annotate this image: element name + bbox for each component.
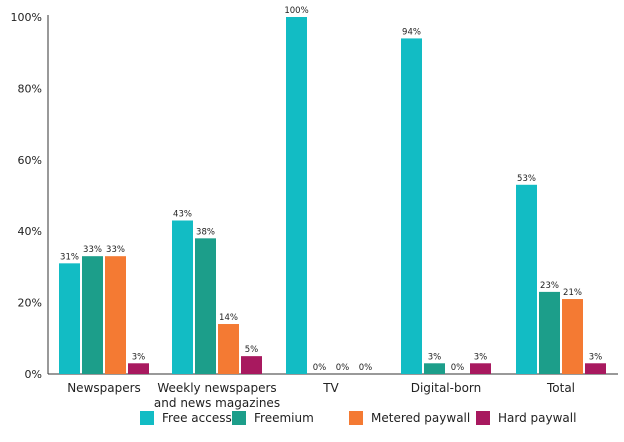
data-label: 3%: [428, 352, 442, 362]
bar-freemium: [539, 291, 560, 374]
data-label: 0%: [359, 363, 373, 373]
bar-freemium: [82, 256, 103, 374]
data-label: 100%: [284, 6, 308, 16]
y-tick-label: 40%: [18, 225, 42, 238]
bar-metered-paywall: [218, 324, 239, 374]
legend-label: Free access: [162, 411, 232, 425]
data-label: 5%: [245, 345, 259, 355]
x-category-label: TV: [322, 381, 339, 395]
bar-hard-paywall: [585, 363, 606, 374]
bar-free-access: [401, 38, 422, 375]
y-tick-label: 20%: [18, 297, 42, 310]
y-tick-label: 60%: [18, 154, 42, 167]
legend-swatch: [349, 411, 363, 425]
x-category-label: Newspapers: [67, 381, 141, 395]
data-label: 3%: [474, 352, 488, 362]
bar-free-access: [286, 17, 307, 374]
bar-metered-paywall: [105, 256, 126, 374]
data-label: 0%: [451, 363, 465, 373]
data-label: 38%: [196, 227, 215, 237]
legend-label: Hard paywall: [498, 411, 576, 425]
data-label: 31%: [60, 252, 79, 262]
legend-swatch: [140, 411, 154, 425]
data-label: 33%: [83, 245, 102, 255]
y-tick-label: 0%: [25, 368, 42, 381]
bar-freemium: [424, 363, 445, 374]
data-label: 0%: [336, 363, 350, 373]
legend-swatch: [232, 411, 246, 425]
y-tick-label: 100%: [11, 11, 42, 24]
bar-free-access: [59, 263, 80, 374]
bar-hard-paywall: [241, 356, 262, 374]
bar-hard-paywall: [128, 363, 149, 374]
data-label: 3%: [589, 352, 603, 362]
data-label: 14%: [219, 313, 238, 323]
data-label: 23%: [540, 281, 559, 291]
data-label: 21%: [563, 288, 582, 298]
data-label: 0%: [313, 363, 327, 373]
y-tick-label: 80%: [18, 82, 42, 95]
data-label: 53%: [517, 174, 536, 184]
x-category-label: Digital-born: [411, 381, 482, 395]
legend-label: Freemium: [254, 411, 314, 425]
bar-hard-paywall: [470, 363, 491, 374]
x-category-label: Weekly newspapers: [157, 381, 276, 395]
data-label: 3%: [132, 352, 146, 362]
legend-swatch: [476, 411, 490, 425]
data-label: 33%: [106, 245, 125, 255]
x-category-label: and news magazines: [154, 396, 280, 410]
data-label: 94%: [402, 27, 421, 37]
bar-metered-paywall: [562, 299, 583, 374]
x-category-label: Total: [546, 381, 575, 395]
data-label: 43%: [173, 209, 192, 219]
bar-free-access: [172, 220, 193, 374]
bar-free-access: [516, 184, 537, 374]
legend-label: Metered paywall: [371, 411, 470, 425]
bar-freemium: [195, 238, 216, 374]
